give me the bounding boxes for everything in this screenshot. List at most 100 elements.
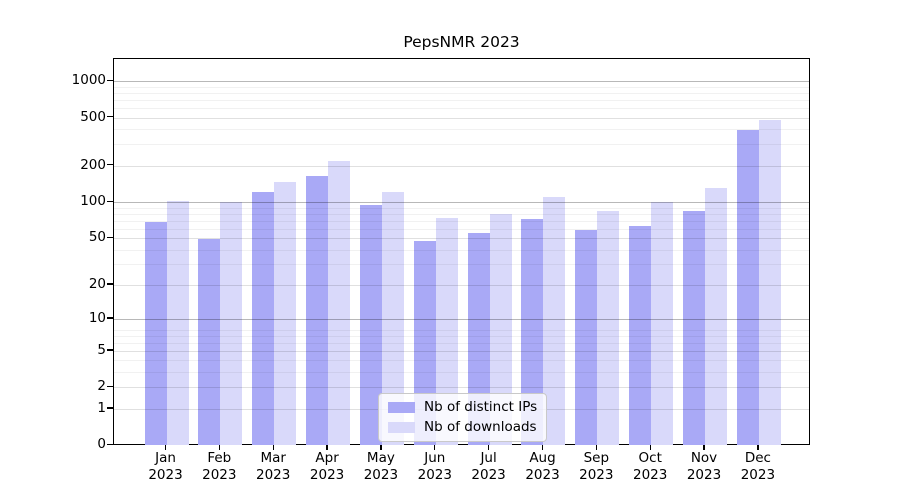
- gridline-200: [114, 165, 809, 167]
- x-tick-label-may: May 2023: [353, 450, 409, 483]
- y-tickmark-100: [107, 200, 113, 202]
- gridline-800: [114, 92, 809, 94]
- x-tickmark-apr: [326, 445, 328, 450]
- x-tick-label-year: 2023: [633, 466, 668, 483]
- y-tick-label-1000: 1000: [71, 72, 106, 88]
- plot-area: [113, 58, 810, 445]
- x-tick-label-month: Sep: [583, 450, 610, 466]
- y-tickmark-50: [107, 236, 113, 238]
- x-tick-label-year: 2023: [471, 466, 506, 483]
- legend-label-distinct-ips: Nb of distinct IPs: [424, 399, 538, 415]
- x-tickmark-oct: [649, 445, 651, 450]
- bar-downloads-nov: [705, 188, 727, 445]
- gridline-300: [114, 144, 809, 146]
- legend-swatch-downloads: [388, 422, 415, 433]
- bar-downloads-feb: [220, 202, 243, 445]
- legend-item-downloads: Nb of downloads: [388, 420, 537, 435]
- x-tick-label-oct: Oct 2023: [622, 450, 678, 483]
- x-tick-label-year: 2023: [686, 466, 722, 483]
- x-tick-label-nov: Nov 2023: [676, 450, 732, 483]
- x-tick-label-sep: Sep 2023: [568, 450, 624, 483]
- bar-downloads-may: [381, 192, 404, 445]
- y-tickmark-10: [107, 317, 113, 319]
- x-tickmark-nov: [703, 445, 705, 450]
- x-tickmark-jul: [488, 445, 490, 450]
- gridline-700: [114, 99, 809, 101]
- x-tick-label-month: Mar: [260, 450, 286, 466]
- x-tick-label-year: 2023: [256, 466, 291, 483]
- x-tick-label-month: Aug: [529, 450, 556, 466]
- bar-distinct_ips-feb: [198, 239, 221, 445]
- bar-distinct_ips-mar: [252, 192, 275, 445]
- x-tick-label-year: 2023: [525, 466, 560, 483]
- x-tick-label-jun: Jun 2023: [407, 450, 463, 483]
- bar-distinct_ips-dec: [736, 130, 759, 445]
- x-tick-label-jan: Jan 2023: [138, 450, 194, 483]
- x-tickmark-jun: [434, 445, 436, 450]
- y-tick-label-2: 2: [97, 378, 106, 395]
- x-tickmark-dec: [757, 445, 759, 450]
- y-tick-label-100: 100: [80, 193, 106, 209]
- legend: Nb of distinct IPs Nb of downloads: [378, 393, 547, 442]
- gridline-600: [114, 107, 809, 109]
- y-tick-label-500: 500: [80, 108, 106, 125]
- x-tick-label-month: Jul: [480, 450, 497, 466]
- x-tick-label-dec: Dec 2023: [730, 450, 786, 483]
- gridline-900: [114, 86, 809, 88]
- y-tickmark-200: [107, 164, 113, 166]
- legend-item-distinct-ips: Nb of distinct IPs: [388, 400, 537, 415]
- x-tick-label-aug: Aug 2023: [515, 450, 571, 483]
- bar-distinct_ips-aug: [521, 219, 544, 445]
- y-tickmark-5: [107, 349, 113, 351]
- x-tickmark-aug: [541, 445, 544, 450]
- bar-distinct_ips-oct: [629, 226, 652, 445]
- y-tick-label-10: 10: [88, 309, 106, 326]
- bar-downloads-sep: [597, 211, 620, 445]
- x-tickmark-may: [380, 445, 382, 450]
- x-tick-label-month: Jan: [155, 450, 176, 466]
- x-tickmark-jan: [164, 445, 167, 450]
- bar-distinct_ips-apr: [306, 176, 329, 445]
- x-tick-label-month: Apr: [315, 450, 339, 466]
- y-tickmark-20: [107, 283, 113, 285]
- legend-label-downloads: Nb of downloads: [424, 419, 537, 435]
- bar-downloads-apr: [328, 160, 351, 445]
- y-tickmark-1000: [107, 79, 113, 81]
- x-tick-label-year: 2023: [148, 466, 183, 483]
- gridline-1000: [114, 81, 809, 82]
- bar-distinct_ips-nov: [683, 211, 705, 445]
- x-tick-label-apr: Apr 2023: [299, 450, 355, 483]
- x-tickmark-feb: [218, 445, 221, 450]
- gridline-500: [114, 117, 809, 119]
- x-tick-label-feb: Feb 2023: [191, 450, 247, 483]
- x-tick-label-year: 2023: [363, 466, 399, 483]
- x-tick-label-year: 2023: [740, 466, 776, 483]
- x-tick-label-jul: Jul 2023: [461, 450, 517, 483]
- y-tickmark-500: [107, 116, 113, 118]
- legend-swatch-distinct-ips: [388, 402, 415, 413]
- x-tick-label-year: 2023: [417, 466, 452, 483]
- x-tick-label-month: Feb: [207, 450, 232, 466]
- x-tick-label-month: May: [366, 450, 395, 466]
- y-tick-label-20: 20: [88, 275, 106, 292]
- x-tick-label-month: Jun: [424, 450, 446, 466]
- x-tick-label-year: 2023: [309, 466, 345, 483]
- bar-downloads-jul: [489, 213, 512, 445]
- y-tick-label-200: 200: [80, 156, 106, 173]
- x-tick-label-month: Oct: [638, 450, 662, 466]
- x-tick-label-year: 2023: [202, 466, 237, 483]
- x-tickmark-mar: [272, 445, 274, 450]
- y-tick-label-0: 0: [97, 436, 106, 453]
- x-tick-label-month: Dec: [744, 450, 771, 466]
- y-tickmark-0: [107, 443, 113, 446]
- y-tick-label-5: 5: [97, 341, 106, 358]
- x-tick-label-mar: Mar 2023: [245, 450, 301, 483]
- gridline-400: [114, 129, 809, 131]
- bar-downloads-jun: [435, 217, 458, 445]
- bar-downloads-oct: [651, 201, 674, 445]
- y-tickmark-2: [107, 385, 113, 388]
- chart-title: PepsNMR 2023: [403, 33, 520, 51]
- y-tick-label-50: 50: [88, 229, 106, 245]
- bar-downloads-mar: [274, 182, 297, 445]
